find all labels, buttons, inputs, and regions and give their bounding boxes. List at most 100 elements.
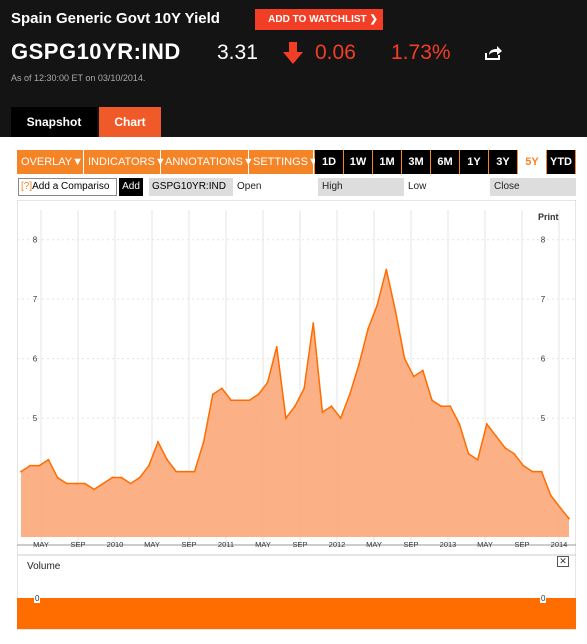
price-chart[interactable]: 5 5 6 6 7 7 8 8 MAY SEP 2010 MAY SEP 2011 MAY SEP 2012 MA… <box>17 200 576 630</box>
data-point <box>339 417 342 419</box>
data-point <box>266 381 269 384</box>
range-1m-button[interactable]: 1M <box>373 150 401 174</box>
data-point <box>38 464 41 467</box>
last-price: 3.31 <box>217 41 258 64</box>
down-arrow-icon <box>283 42 303 64</box>
y-tick-label-right: 7 <box>541 295 546 304</box>
print-link[interactable]: Print <box>538 212 559 222</box>
y-tick-label-left: 8 <box>33 236 38 245</box>
x-tick-label: SEP <box>181 540 196 549</box>
tab-chart[interactable]: Chart <box>99 107 161 137</box>
data-point <box>394 310 397 312</box>
volume-axis-left: 0 <box>34 594 41 603</box>
range-6m-button[interactable]: 6M <box>431 150 459 174</box>
data-point <box>230 399 232 402</box>
data-point <box>102 482 105 485</box>
x-tick-label: SEP <box>70 540 85 549</box>
data-point <box>294 405 296 408</box>
price-change: 0.06 <box>315 41 356 64</box>
data-point <box>175 470 178 473</box>
x-tick-label: 2012 <box>329 540 346 549</box>
x-tick-label: MAY <box>366 540 382 549</box>
data-point <box>367 328 369 330</box>
data-point <box>20 470 22 473</box>
chart-axis: 5 5 6 6 7 7 8 8 MAY SEP 2010 MAY SEP 2011 MAY SEP 2012 MA… <box>33 236 568 549</box>
volume-axis-right: 0 <box>540 594 547 603</box>
x-tick-label: SEP <box>292 540 307 549</box>
open-value: Open <box>233 178 317 196</box>
data-point <box>166 458 169 461</box>
data-point <box>221 387 223 390</box>
share-icon[interactable] <box>484 45 502 61</box>
data-point <box>84 482 86 485</box>
compare-placeholder: Add a Compariso <box>32 181 110 192</box>
data-point <box>193 470 196 473</box>
data-point <box>56 476 59 479</box>
volume-label: Volume <box>27 561 61 572</box>
data-point <box>568 517 570 520</box>
y-tick-label-right: 6 <box>541 355 546 364</box>
overlay-menu[interactable]: OVERLAY▼ <box>17 150 84 174</box>
y-tick-label-left: 5 <box>33 414 38 423</box>
tab-bar <box>0 98 587 137</box>
data-point <box>431 399 433 402</box>
high-value: High <box>318 178 404 196</box>
x-tick-label: 2011 <box>218 540 234 549</box>
area-fill <box>21 269 569 537</box>
data-point <box>549 494 552 497</box>
range-3m-button[interactable]: 3M <box>402 150 430 174</box>
data-point <box>403 357 406 360</box>
range-3y-button[interactable]: 3Y <box>489 150 517 174</box>
tab-snapshot[interactable]: Snapshot <box>11 107 97 137</box>
x-tick-label: 2013 <box>440 540 457 549</box>
help-icon: [?] <box>21 181 33 192</box>
percent-change: 1.73% <box>391 41 451 64</box>
range-1d-button[interactable]: 1D <box>315 150 343 174</box>
data-point <box>312 322 315 324</box>
add-to-watchlist-button[interactable]: ADD TO WATCHLIST ❯ <box>255 9 383 30</box>
close-icon[interactable]: ✕ <box>557 556 569 567</box>
y-tick-label-left: 7 <box>33 295 38 304</box>
data-point <box>348 393 351 396</box>
range-1w-button[interactable]: 1W <box>344 150 372 174</box>
data-point <box>239 399 242 402</box>
data-point <box>330 405 333 408</box>
range-5y-button[interactable]: 5Y <box>518 150 546 174</box>
x-tick-label: 2010 <box>107 540 124 549</box>
data-point <box>540 470 543 473</box>
y-tick-label-left: 6 <box>33 355 38 364</box>
indicators-menu[interactable]: INDICATORS▼ <box>84 150 166 174</box>
add-comparison-button[interactable]: Add <box>119 178 143 196</box>
data-point <box>120 476 123 479</box>
data-point <box>485 423 488 425</box>
instrument-title: Spain Generic Govt 10Y Yield <box>11 10 220 27</box>
data-point <box>29 464 32 467</box>
data-point <box>184 470 187 473</box>
data-point <box>65 482 68 485</box>
data-point <box>321 411 324 414</box>
data-point <box>504 446 506 449</box>
x-tick-label: MAY <box>33 540 49 549</box>
data-point <box>129 482 132 485</box>
chart-series <box>20 268 570 537</box>
data-point <box>202 440 205 443</box>
data-point <box>275 345 278 348</box>
overlay-label: OVERLAY <box>21 156 73 168</box>
data-point <box>385 268 388 271</box>
data-point <box>421 369 424 372</box>
data-point <box>449 405 452 408</box>
annotations-menu[interactable]: ANNOTATIONS▼ <box>161 150 254 174</box>
annotations-label: ANNOTATIONS <box>165 156 243 168</box>
y-tick-label-right: 8 <box>541 236 546 245</box>
data-point <box>74 482 77 485</box>
timestamp: As of 12:30:00 ET on 03/10/2014. <box>11 73 146 83</box>
settings-menu[interactable]: SETTINGS▼ <box>249 150 319 174</box>
range-1y-button[interactable]: 1Y <box>460 150 488 174</box>
indicators-label: INDICATORS <box>88 156 155 168</box>
x-tick-label: MAY <box>477 540 493 549</box>
x-tick-label: MAY <box>255 540 271 549</box>
compare-input[interactable]: [?]Add a Compariso <box>18 178 117 196</box>
low-value: Low <box>404 178 490 196</box>
data-point <box>531 470 534 473</box>
range-ytd-button[interactable]: YTD <box>547 150 575 174</box>
